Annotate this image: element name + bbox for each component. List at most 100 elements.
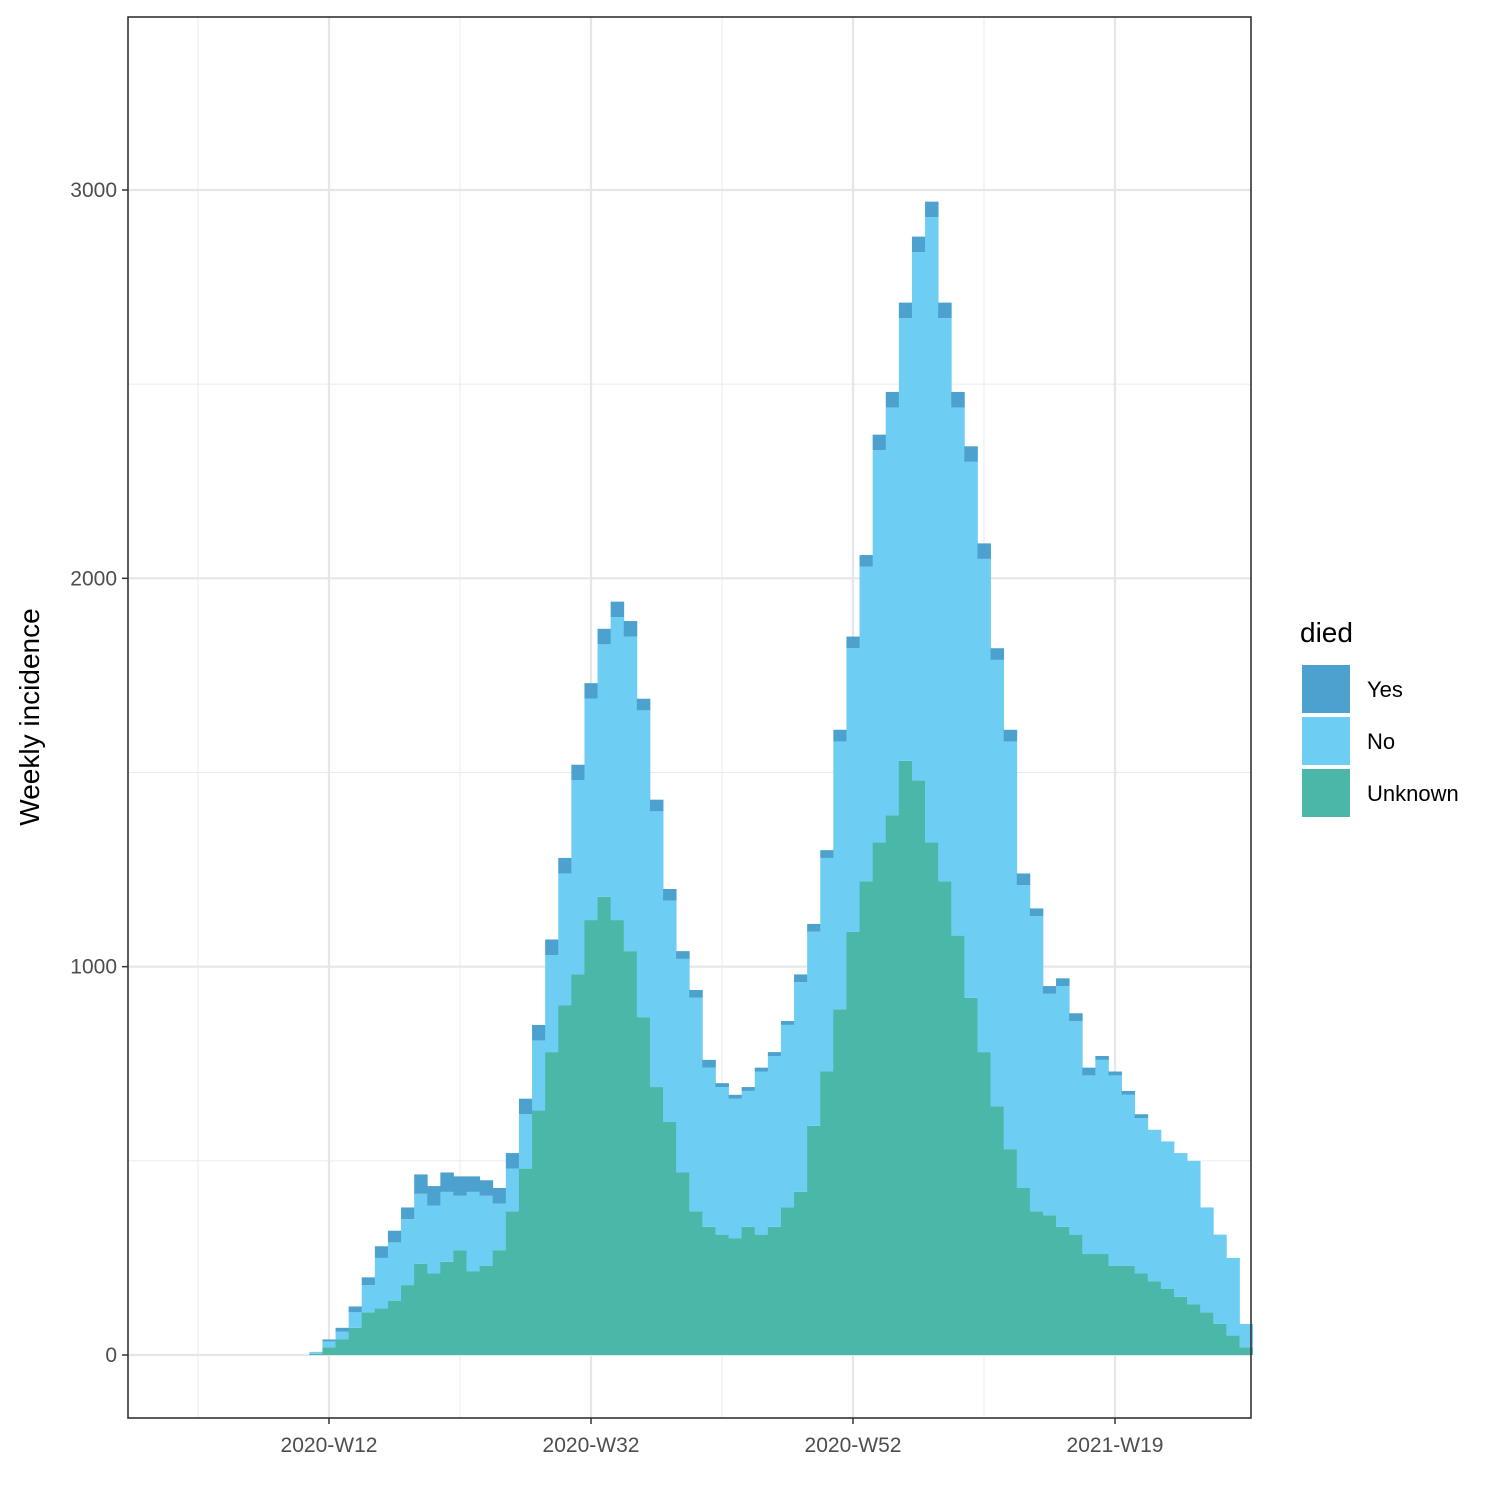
bar-yes [951,391,965,408]
bar-unknown [309,1353,323,1355]
bar-yes [820,850,834,858]
bar-unknown [1095,1254,1109,1355]
bar-unknown [663,1122,677,1355]
bar-yes [466,1176,481,1192]
bar-no [990,659,1005,1107]
bar-yes [885,391,900,408]
bar-unknown [702,1226,716,1355]
bar-no [518,1114,533,1169]
bar-unknown [1003,1149,1018,1355]
bar-unknown [872,842,887,1355]
bar-no [322,1341,336,1348]
bar-yes [414,1174,428,1194]
bar-no [505,1168,520,1212]
bar-no [767,1055,782,1227]
bar-no [938,318,952,882]
bar-yes [401,1207,415,1220]
bar-no [898,318,913,761]
bar-unknown [846,931,860,1355]
bar-yes [911,236,926,253]
bar-no [309,1351,323,1354]
bar-no [1069,1021,1083,1235]
bar-yes [440,1172,454,1192]
bar-unknown [1134,1273,1149,1355]
bar-no [741,1090,756,1227]
bar-no [1147,1129,1162,1282]
bar-yes [964,446,978,462]
bar-unknown [676,1172,690,1355]
bar-unknown [414,1263,428,1355]
x-tick-label: 2020-W12 [281,1434,378,1457]
bar-yes [663,889,677,901]
bar-yes [833,729,847,742]
bar-unknown [1056,1226,1070,1355]
bar-yes [676,951,690,959]
bar-no [715,1087,729,1235]
bar-no [1160,1141,1175,1289]
bar-no [649,811,664,1088]
bar-no [859,566,874,882]
bar-no [571,780,585,975]
bar-unknown [990,1106,1005,1355]
bar-no [754,1071,769,1235]
bar-unknown [938,881,952,1355]
legend-key-unknown [1302,769,1350,817]
bar-unknown [492,1250,507,1355]
bar-no [872,450,887,843]
bar-unknown [1042,1215,1057,1355]
bar-unknown [754,1234,769,1355]
bar-unknown [911,780,926,1355]
legend-label-no: No [1367,729,1395,754]
bar-no [387,1242,402,1301]
bar-yes [925,201,939,218]
bar-unknown [807,1125,821,1355]
bar-unknown [1226,1335,1240,1355]
bar-yes [558,857,572,874]
legend-key-no [1302,717,1350,765]
bar-unknown [859,881,874,1355]
bar-yes [846,636,860,649]
bar-no [1239,1323,1253,1348]
panel-border [127,16,1252,1419]
bar-unknown [1160,1288,1175,1355]
bar-unknown [964,997,978,1355]
bar-no [374,1257,389,1309]
bar-unknown [1029,1211,1044,1355]
bar-yes [597,628,612,645]
bar-unknown [518,1168,533,1355]
bar-no [780,1024,795,1208]
bar-yes [767,1052,782,1056]
bar-no [663,900,677,1122]
bar-no [1082,1075,1096,1255]
legend-key-yes [1302,665,1350,713]
bar-yes [322,1339,336,1342]
bar-no [532,1040,546,1111]
bar-yes [387,1230,402,1243]
bar-unknown [885,815,900,1355]
bar-no [453,1195,467,1251]
bar-yes [872,434,887,451]
x-tick-label: 2020-W32 [543,1434,640,1457]
y-axis-title: Weekly incidence [14,608,45,825]
bar-no [820,857,834,1072]
bar-yes [1056,978,1070,987]
bar-no [623,636,638,952]
bar-yes [361,1277,376,1286]
bar-no [951,407,965,936]
bar-no [1016,885,1031,1189]
bar-no [846,648,860,932]
bar-unknown [1213,1323,1227,1355]
x-tick-label: 2021-W19 [1067,1434,1164,1457]
bar-unknown [453,1250,467,1355]
bar-yes [610,601,625,618]
bar-yes [728,1094,743,1099]
bar-unknown [925,842,939,1355]
bar-yes [859,555,874,567]
bar-no [492,1203,507,1251]
bar-no [361,1285,376,1313]
bar-unknown [820,1071,834,1355]
bar-yes [1042,986,1057,994]
legend-title: died [1300,617,1353,648]
bar-no [702,1067,716,1227]
